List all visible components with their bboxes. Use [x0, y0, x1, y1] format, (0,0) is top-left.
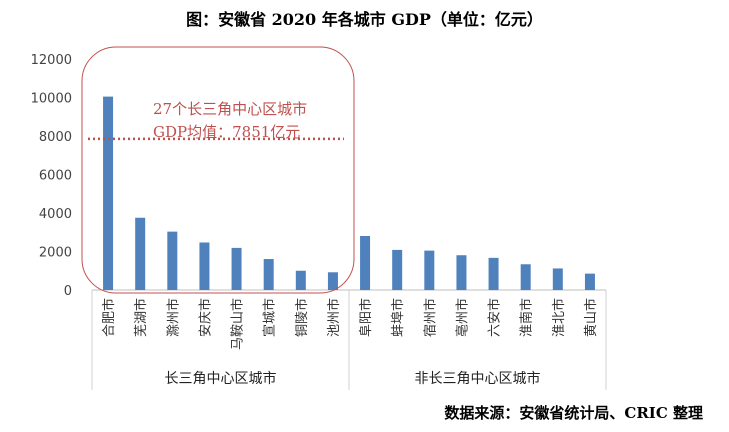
bar: [327, 272, 338, 290]
bar: [360, 236, 371, 290]
x-tick-label: 宣城市: [262, 298, 278, 337]
y-tick-label: 2000: [39, 246, 72, 261]
x-tick-label: 淮北市: [551, 298, 567, 337]
bar: [167, 231, 178, 290]
annotation-line-1: 27个长三角中心区城市: [153, 100, 307, 118]
chart-title: 图：安徽省 2020 年各城市 GDP（单位：亿元）: [186, 10, 543, 29]
bar: [103, 96, 114, 290]
y-tick-label: 6000: [39, 169, 72, 184]
x-tick-label: 铜陵市: [294, 298, 310, 337]
group-highlight-frame: [81, 46, 355, 294]
x-tick-label: 黄山市: [583, 298, 599, 337]
y-tick-label: 8000: [39, 130, 72, 145]
x-tick-label: 宿州市: [422, 298, 438, 337]
group-label: 长三角中心区城市: [165, 370, 277, 387]
x-tick-label: 淮南市: [519, 298, 535, 337]
x-tick-label: 池州市: [326, 298, 342, 337]
x-tick-label: 蚌埠市: [390, 298, 406, 337]
x-tick-label: 滁州市: [165, 298, 181, 337]
bar: [520, 264, 531, 290]
data-source-note: 数据来源：安徽省统计局、CRIC 整理: [444, 404, 703, 422]
y-tick-label: 10000: [31, 92, 72, 107]
x-tick-label: 芜湖市: [133, 298, 149, 337]
bar: [135, 217, 146, 290]
y-tick-label: 4000: [39, 207, 72, 222]
annotation-line-2: GDP均值：7851亿元: [153, 123, 300, 141]
bar: [456, 255, 467, 290]
x-tick-label: 亳州市: [454, 298, 470, 337]
bar: [263, 259, 274, 290]
bar: [199, 242, 210, 290]
bar: [584, 273, 595, 290]
bar: [295, 270, 306, 290]
x-tick-label: 阜阳市: [358, 298, 374, 337]
bar: [488, 257, 499, 290]
bar: [231, 247, 242, 290]
bar: [424, 250, 435, 290]
x-tick-label: 六安市: [487, 298, 503, 337]
y-tick-label: 12000: [31, 53, 72, 68]
x-tick-label: 安庆市: [197, 298, 213, 337]
bar: [392, 249, 403, 290]
bar: [552, 268, 563, 290]
x-tick-label: 马鞍山市: [230, 298, 246, 350]
group-label: 非长三角中心区城市: [415, 370, 541, 387]
x-tick-label: 合肥市: [101, 298, 117, 337]
y-tick-label: 0: [64, 284, 72, 299]
